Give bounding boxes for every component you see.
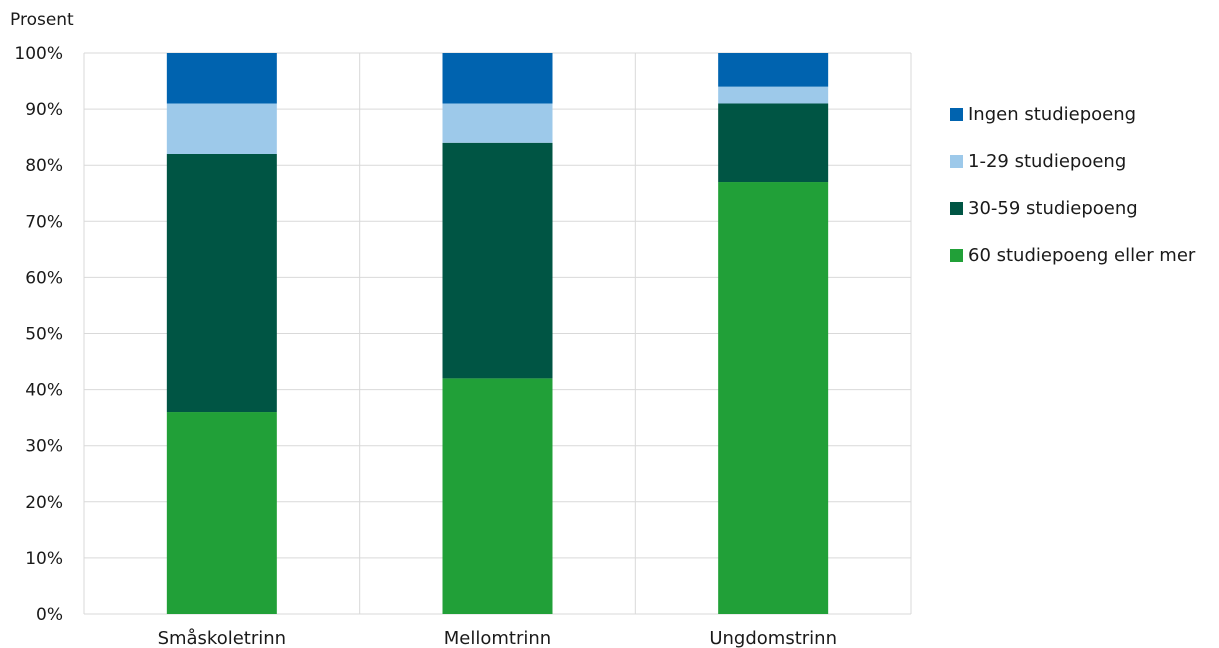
legend-item-ingen: Ingen studiepoeng: [950, 103, 1195, 126]
bar-segment-0-0: [166, 412, 277, 614]
y-tick-label: 50%: [25, 325, 63, 345]
legend-label-60: 60 studiepoeng eller mer: [968, 245, 1196, 266]
bar-segment-2-0: [718, 182, 829, 614]
y-tick-label: 100%: [14, 44, 63, 64]
y-axis-title: Prosent: [10, 10, 74, 30]
legend: Ingen studiepoeng 1-29 studiepoeng 30-59…: [950, 103, 1195, 291]
legend-swatch-1-29: [950, 155, 963, 168]
legend-item-30-59: 30-59 studiepoeng: [950, 197, 1195, 220]
y-tick-label: 30%: [25, 437, 63, 457]
bar-segment-1-1: [442, 142, 553, 379]
y-tick-label: 20%: [25, 493, 63, 513]
x-tick-label: Småskoletrinn: [158, 628, 287, 648]
legend-item-1-29: 1-29 studiepoeng: [950, 150, 1195, 173]
y-tick-label: 0%: [36, 605, 63, 625]
y-tick-label: 60%: [25, 268, 63, 288]
bar-segment-2-3: [718, 53, 829, 87]
legend-item-60: 60 studiepoeng eller mer: [950, 244, 1195, 267]
y-tick-label: 90%: [25, 100, 63, 120]
bar-segment-2-1: [718, 103, 829, 183]
bar-segment-1-2: [442, 103, 553, 143]
legend-label-1-29: 1-29 studiepoeng: [968, 151, 1127, 172]
x-tick-label: Mellomtrinn: [444, 628, 551, 648]
y-tick-label: 10%: [25, 549, 63, 569]
y-tick-label: 80%: [25, 156, 63, 176]
legend-swatch-ingen: [950, 108, 963, 121]
y-tick-label: 70%: [25, 212, 63, 232]
x-tick-label: Ungdomstrinn: [709, 628, 837, 648]
bar-segment-0-3: [166, 53, 277, 104]
bar-segment-0-1: [166, 153, 277, 413]
legend-label-30-59: 30-59 studiepoeng: [968, 198, 1138, 219]
y-tick-label: 40%: [25, 381, 63, 401]
legend-swatch-60: [950, 249, 963, 262]
legend-swatch-30-59: [950, 202, 963, 215]
bar-segment-1-0: [442, 378, 553, 614]
bar-segment-2-2: [718, 86, 829, 104]
bar-segment-1-3: [442, 53, 553, 104]
legend-label-ingen: Ingen studiepoeng: [968, 104, 1137, 125]
bar-segment-0-2: [166, 103, 277, 154]
